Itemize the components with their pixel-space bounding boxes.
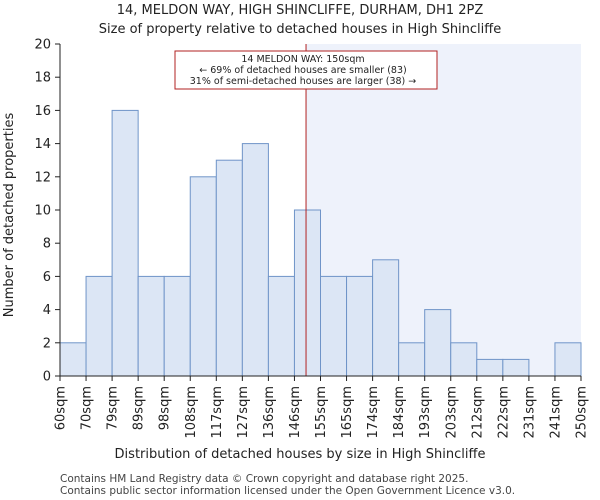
bar-184sqm <box>398 342 426 377</box>
bar-108sqm <box>189 176 217 377</box>
bar-155sqm <box>320 275 348 377</box>
bar-117sqm <box>215 159 243 377</box>
bar-222sqm <box>502 358 530 377</box>
y-tick-label: 4 <box>43 303 51 318</box>
bar-60sqm <box>59 342 87 377</box>
y-tick-label: 10 <box>34 204 51 219</box>
x-tick-label: 136sqm <box>262 386 277 439</box>
x-tick-label: 241sqm <box>548 386 563 439</box>
x-axis-label: Distribution of detached houses by size … <box>115 447 486 462</box>
y-tick-label: 12 <box>34 170 51 185</box>
annotation-line-2: ← 69% of detached houses are smaller (83… <box>199 65 406 76</box>
x-tick-label: 174sqm <box>366 386 381 439</box>
x-tick-label: 98sqm <box>158 386 173 430</box>
bar-98sqm <box>163 275 191 377</box>
bar-89sqm <box>137 275 165 377</box>
bar-70sqm <box>85 275 113 377</box>
x-tick-label: 127sqm <box>236 386 251 439</box>
x-tick-label: 155sqm <box>314 386 329 439</box>
bar-165sqm <box>346 275 374 377</box>
x-tick-label: 231sqm <box>522 386 537 439</box>
x-tick-label: 60sqm <box>54 386 69 430</box>
y-tick-label: 16 <box>34 104 51 119</box>
x-tick-label: 203sqm <box>444 386 459 439</box>
x-tick-label: 184sqm <box>392 386 407 439</box>
x-tick-label: 212sqm <box>470 386 485 439</box>
bar-79sqm <box>111 109 139 377</box>
annotation-line-3: 31% of semi-detached houses are larger (… <box>190 76 417 87</box>
y-tick-label: 8 <box>43 237 51 252</box>
bar-212sqm <box>476 358 504 377</box>
footer-line-2: Contains public sector information licen… <box>60 485 515 497</box>
x-tick-label: 117sqm <box>210 386 225 439</box>
x-tick-label: 222sqm <box>496 386 511 439</box>
bars-group <box>59 109 582 377</box>
bar-203sqm <box>450 342 478 377</box>
y-tick-label: 18 <box>34 71 51 86</box>
x-tick-label: 70sqm <box>80 386 95 430</box>
x-tick-label: 79sqm <box>106 386 121 430</box>
y-tick-label: 2 <box>43 336 51 351</box>
y-tick-label: 20 <box>34 38 51 53</box>
bar-136sqm <box>267 275 295 377</box>
chart-title: 14, MELDON WAY, HIGH SHINCLIFFE, DURHAM,… <box>117 3 484 18</box>
x-tick-label: 250sqm <box>575 386 590 439</box>
x-tick-label: 108sqm <box>184 386 199 439</box>
y-ticks: 0 2 4 6 8 10 12 14 16 18 20 <box>34 38 60 385</box>
y-axis-label: Number of detached properties <box>2 113 17 318</box>
annotation-line-1: 14 MELDON WAY: 150sqm <box>241 54 364 65</box>
annotation-box-frame <box>174 50 438 90</box>
annotation-box: 14 MELDON WAY: 150sqm ← 69% of detached … <box>174 50 438 90</box>
bar-146sqm <box>293 209 322 377</box>
footer-line-1: Contains HM Land Registry data © Crown c… <box>60 473 468 485</box>
bar-127sqm <box>241 143 269 377</box>
x-tick-label: 89sqm <box>132 386 147 430</box>
y-tick-label: 14 <box>34 137 51 152</box>
bar-193sqm <box>424 309 452 377</box>
chart-subtitle: Size of property relative to detached ho… <box>99 22 501 37</box>
bar-241sqm <box>554 342 582 377</box>
y-tick-label: 0 <box>43 370 51 385</box>
x-tick-label: 146sqm <box>288 386 303 439</box>
x-tick-label: 193sqm <box>418 386 433 439</box>
bar-174sqm <box>372 259 400 377</box>
x-tick-label: 165sqm <box>340 386 355 439</box>
x-ticks: 60sqm 70sqm 79sqm 89sqm 98sqm 108sqm 117sqm 127… <box>54 376 590 439</box>
y-tick-label: 6 <box>43 270 51 285</box>
